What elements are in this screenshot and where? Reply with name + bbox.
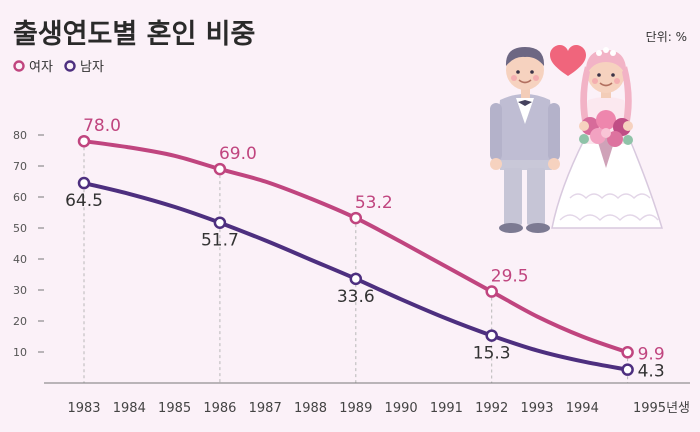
y-tick-label: 50 bbox=[13, 222, 27, 235]
data-point bbox=[485, 285, 498, 298]
data-label: 53.2 bbox=[355, 193, 393, 213]
legend: 여자 남자 bbox=[13, 60, 104, 75]
legend-marker-female bbox=[13, 60, 25, 72]
guide-lines bbox=[83, 141, 629, 383]
groom-icon bbox=[490, 47, 560, 233]
data-label: 69.0 bbox=[219, 144, 257, 164]
x-tick-label: 1984 bbox=[113, 401, 146, 416]
x-tick-label: 1995년생 bbox=[633, 401, 690, 416]
y-axis: 10 20 30 40 50 60 70 80 bbox=[13, 129, 44, 359]
data-point bbox=[349, 211, 363, 225]
chart-title: 출생연도별 혼인 비중 bbox=[13, 19, 255, 50]
x-tick-label: 1988 bbox=[294, 401, 327, 416]
data-point bbox=[213, 162, 227, 176]
bride-icon bbox=[551, 47, 664, 229]
legend-label-male: 남자 bbox=[80, 60, 104, 75]
x-tick-label: 1986 bbox=[203, 401, 236, 416]
data-label: 9.9 bbox=[638, 344, 665, 364]
x-tick-label: 1994 bbox=[566, 401, 599, 416]
x-tick-label: 1990 bbox=[385, 401, 418, 416]
wedding-couple-illustration bbox=[490, 45, 664, 233]
unit-label: 단위: % bbox=[646, 30, 687, 44]
data-point bbox=[621, 346, 634, 359]
legend-marker-male bbox=[64, 60, 76, 72]
data-label: 15.3 bbox=[473, 344, 511, 364]
x-tick-label: 1987 bbox=[249, 401, 282, 416]
data-point bbox=[621, 363, 634, 376]
x-tick-label: 1989 bbox=[339, 401, 372, 416]
y-tick-label: 40 bbox=[13, 253, 27, 266]
data-label: 29.5 bbox=[491, 267, 529, 287]
x-tick-label: 1991 bbox=[430, 401, 463, 416]
x-tick-label: 1993 bbox=[520, 401, 553, 416]
y-tick-label: 30 bbox=[13, 284, 27, 297]
data-point bbox=[77, 134, 91, 148]
y-tick-label: 80 bbox=[13, 129, 27, 142]
data-label: 33.6 bbox=[337, 287, 375, 307]
x-tick-label: 1983 bbox=[67, 401, 100, 416]
y-tick-label: 10 bbox=[13, 346, 27, 359]
y-tick-label: 20 bbox=[13, 315, 27, 328]
data-label: 51.7 bbox=[201, 231, 239, 251]
data-point bbox=[349, 272, 363, 286]
series-layer: 78.0 69.0 53.2 29.5 9.9 64.5 51.7 33.6 15.3 4.3 bbox=[65, 116, 665, 381]
data-point bbox=[213, 216, 227, 229]
heart-icon bbox=[550, 45, 586, 76]
data-label: 64.5 bbox=[65, 191, 103, 211]
y-tick-label: 70 bbox=[13, 160, 27, 173]
data-label: 4.3 bbox=[638, 362, 665, 382]
y-tick-label: 60 bbox=[13, 191, 27, 204]
data-point bbox=[77, 176, 91, 190]
x-axis: 1983 1984 1985 1986 1987 1988 1989 1990 1991 1992… bbox=[67, 401, 690, 416]
x-tick-label: 1985 bbox=[158, 401, 191, 416]
x-tick-label: 1992 bbox=[475, 401, 508, 416]
data-point bbox=[485, 329, 498, 342]
data-label: 78.0 bbox=[83, 116, 121, 136]
legend-label-female: 여자 bbox=[29, 60, 53, 75]
